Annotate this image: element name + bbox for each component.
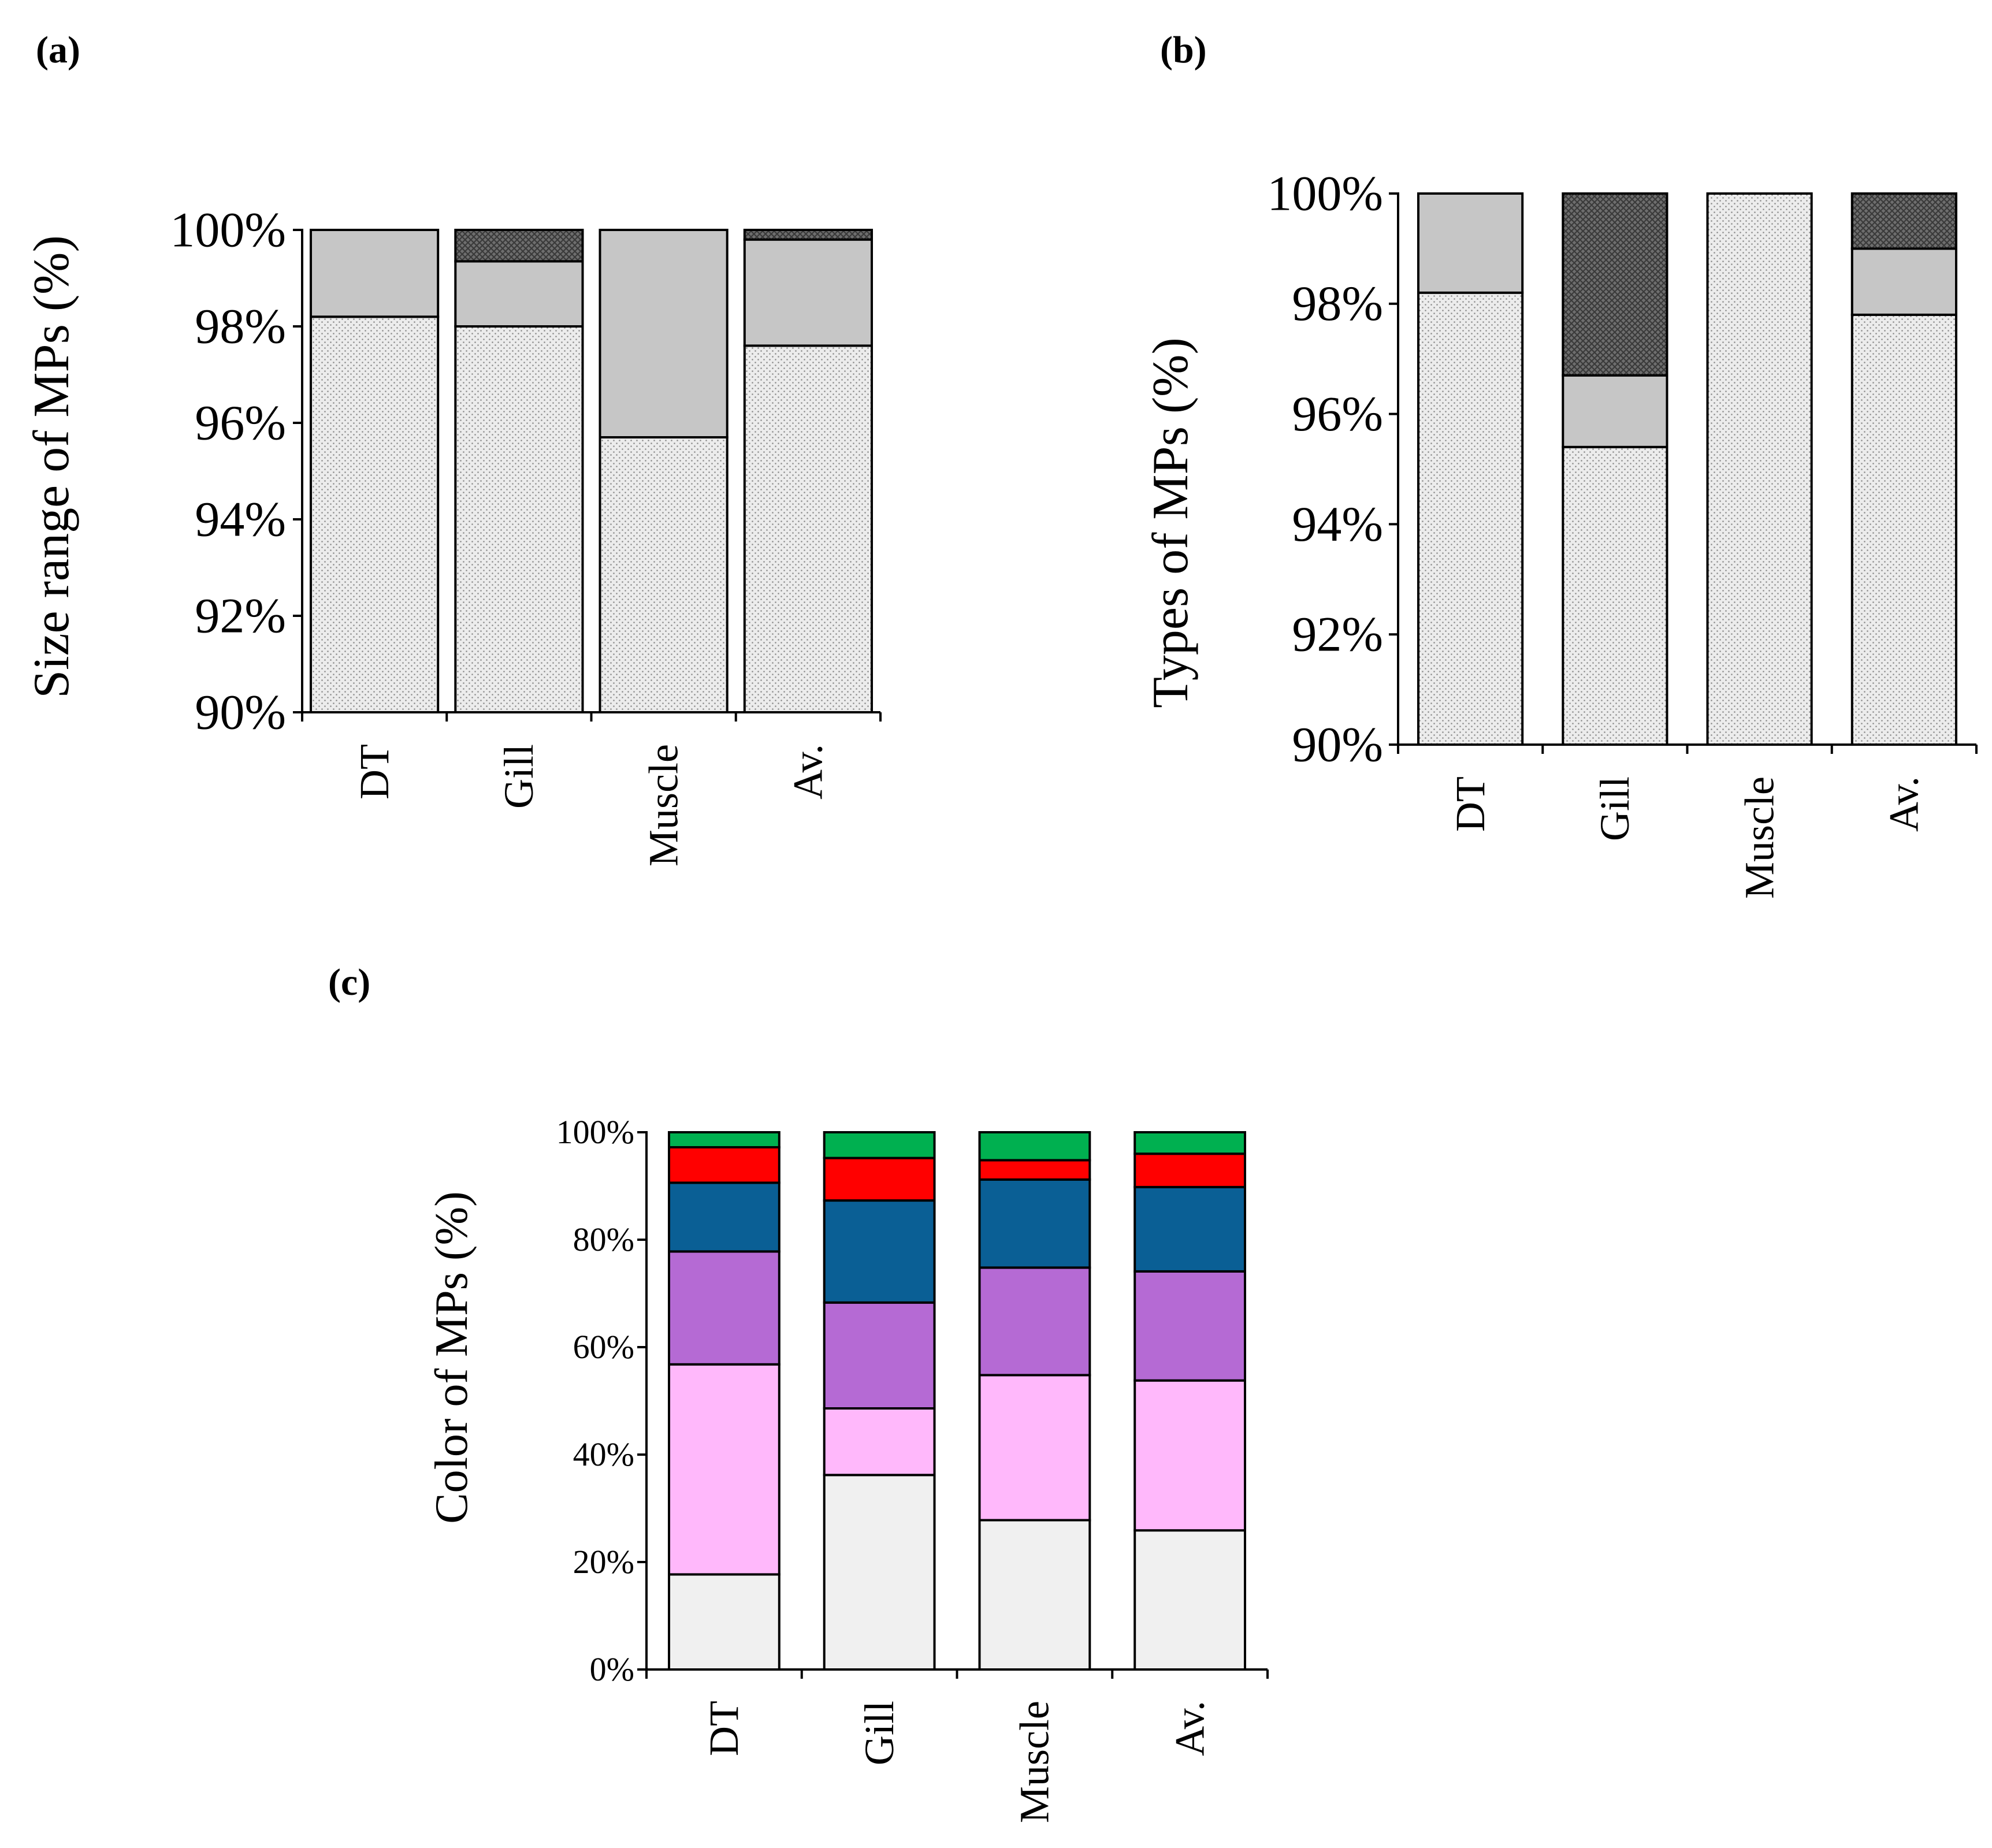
bar-c-dt-green bbox=[668, 1131, 781, 1148]
x-category-label-b-gill: Gill bbox=[1592, 776, 1638, 841]
bar-c-dt-violet bbox=[668, 1250, 781, 1366]
bar-b-muscle-fiber bbox=[1706, 192, 1813, 746]
bar-c-gill-pink bbox=[823, 1407, 936, 1477]
x-category-label-c-av: Av. bbox=[1166, 1701, 1213, 1756]
bar-b-gill-fiber bbox=[1562, 445, 1668, 746]
x-category-label-b-muscle: Muscle bbox=[1736, 776, 1782, 899]
bar-c-muscle-green bbox=[978, 1131, 1091, 1162]
y-tick-label-a-1: 92% bbox=[195, 588, 286, 643]
y-tick-label-b-0: 90% bbox=[1292, 716, 1383, 772]
y-tick-label-c-0: 0% bbox=[590, 1650, 634, 1688]
bar-c-av-green bbox=[1133, 1131, 1246, 1155]
y-tick-label-a-4: 98% bbox=[195, 298, 286, 354]
y-tick-label-c-5: 100% bbox=[556, 1113, 634, 1151]
panel-b: (b) Types of MPs (%) 90% 92% 94% 96% 98% 100%… bbox=[1143, 29, 1978, 899]
y-tick-label-b-4: 98% bbox=[1292, 276, 1383, 331]
bar-b-gill-films bbox=[1562, 192, 1668, 377]
bar-a-av-0-5-1-mm bbox=[743, 238, 874, 347]
y-tick-label-a-5: 100% bbox=[170, 202, 286, 257]
bar-b-av-fragment bbox=[1850, 247, 1958, 316]
x-category-label-a-av: Av. bbox=[785, 744, 831, 800]
bar-c-av-pink bbox=[1133, 1379, 1246, 1532]
bar-c-dt-red bbox=[668, 1146, 781, 1184]
bar-a-muscle-0-5-mm bbox=[599, 436, 729, 713]
y-tick-label-c-2: 40% bbox=[573, 1436, 634, 1473]
bar-a-gill-0-5-1-mm bbox=[454, 260, 584, 328]
plot-area-b: 90% 92% 94% 96% 98% 100% DT Gill Muscle Av. bbox=[1267, 165, 1978, 899]
bar-c-dt-pink bbox=[668, 1363, 781, 1576]
panel-label-b: (b) bbox=[1160, 29, 1207, 71]
x-category-label-c-gill: Gill bbox=[856, 1701, 902, 1765]
panel-label-a: (a) bbox=[36, 29, 80, 71]
x-category-label-b-dt: DT bbox=[1447, 776, 1493, 832]
y-tick-label-b-1: 92% bbox=[1292, 607, 1383, 662]
panel-a: (a) Size range of MPs (%) 90% 92% 94% 96% 98… bbox=[24, 29, 882, 867]
x-category-label-b-av: Av. bbox=[1881, 776, 1927, 832]
bar-a-gill-1-5-mm bbox=[454, 229, 584, 263]
bar-c-muscle-transparent bbox=[978, 1519, 1091, 1671]
y-tick-label-c-3: 60% bbox=[573, 1328, 634, 1366]
y-axis-title-c: Color of MPs (%) bbox=[426, 1191, 477, 1524]
bar-a-gill-0-5-mm bbox=[454, 325, 584, 713]
bar-c-dt-blue bbox=[668, 1181, 781, 1253]
y-tick-label-a-0: 90% bbox=[195, 684, 286, 739]
y-tick-label-c-4: 80% bbox=[573, 1221, 634, 1258]
bar-b-av-films bbox=[1850, 192, 1958, 250]
bar-c-gill-red bbox=[823, 1157, 936, 1202]
bar-c-av-transparent bbox=[1133, 1529, 1246, 1671]
bar-a-muscle-0-5-1-mm bbox=[599, 229, 729, 438]
bar-c-gill-transparent bbox=[823, 1474, 936, 1671]
x-category-label-a-gill: Gill bbox=[496, 744, 542, 809]
bar-c-muscle-blue bbox=[978, 1178, 1091, 1269]
bar-c-gill-blue bbox=[823, 1199, 936, 1304]
y-axis-title-b: Types of MPs (%) bbox=[1143, 337, 1199, 708]
panel-label-c: (c) bbox=[328, 961, 370, 1003]
bar-c-muscle-red bbox=[978, 1159, 1091, 1181]
bar-a-dt-0-5-mm bbox=[310, 315, 440, 713]
bar-c-av-red bbox=[1133, 1152, 1246, 1188]
bar-c-av-blue bbox=[1133, 1185, 1246, 1273]
panel-c: (c) Color of MPs (%) 0% 20% 40% 60% 80% 100% D… bbox=[328, 961, 1269, 1823]
y-tick-label-a-2: 94% bbox=[195, 491, 286, 546]
y-tick-label-b-3: 96% bbox=[1292, 386, 1383, 441]
bar-c-muscle-pink bbox=[978, 1374, 1091, 1522]
bar-a-dt-0-5-1-mm bbox=[310, 229, 440, 318]
bar-b-dt-fragment bbox=[1417, 192, 1524, 294]
y-tick-label-b-5: 100% bbox=[1267, 165, 1383, 221]
y-tick-label-a-3: 96% bbox=[195, 395, 286, 450]
x-category-label-c-dt: DT bbox=[701, 1701, 747, 1756]
bar-c-muscle-violet bbox=[978, 1266, 1091, 1377]
x-category-label-c-muscle: Muscle bbox=[1012, 1701, 1058, 1823]
bar-c-gill-green bbox=[823, 1131, 936, 1159]
y-tick-label-c-1: 20% bbox=[573, 1543, 634, 1581]
y-tick-label-b-2: 94% bbox=[1292, 496, 1383, 552]
bar-b-av-fiber bbox=[1850, 313, 1958, 746]
bar-b-gill-fragment bbox=[1562, 374, 1668, 448]
bar-b-dt-fiber bbox=[1417, 291, 1524, 746]
bar-a-av-0-5-mm bbox=[743, 344, 874, 713]
bar-c-dt-transparent bbox=[668, 1573, 781, 1671]
bar-a-av-1-5-mm bbox=[743, 229, 874, 241]
x-category-label-a-muscle: Muscle bbox=[640, 744, 686, 867]
x-category-label-a-dt: DT bbox=[351, 744, 397, 800]
bar-c-av-violet bbox=[1133, 1270, 1246, 1382]
bar-c-gill-violet bbox=[823, 1301, 936, 1410]
y-axis-title-a: Size range of MPs (%) bbox=[24, 235, 80, 698]
plot-area-c: 0% 20% 40% 60% 80% 100% DT Gill Muscle Av. bbox=[556, 1113, 1269, 1823]
plot-area-a: 90% 92% 94% 96% 98% 100% DT Gill Muscle Av. bbox=[170, 202, 882, 867]
